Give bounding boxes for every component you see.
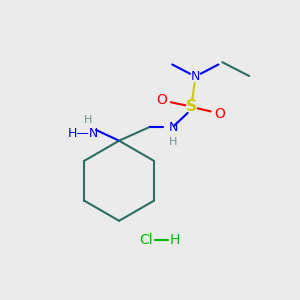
Text: H: H xyxy=(169,137,177,147)
Text: N: N xyxy=(190,70,200,83)
Text: O: O xyxy=(156,93,167,107)
Text: O: O xyxy=(214,107,225,121)
Text: H—N: H—N xyxy=(68,127,99,140)
Text: H: H xyxy=(170,233,181,247)
Text: S: S xyxy=(186,99,197,114)
Text: N: N xyxy=(168,121,178,134)
Text: H: H xyxy=(84,115,92,125)
Text: Cl: Cl xyxy=(139,233,153,247)
